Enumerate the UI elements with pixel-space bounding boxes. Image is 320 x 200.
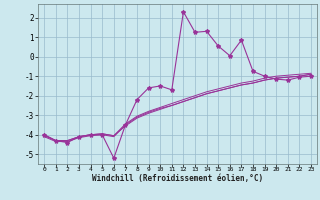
X-axis label: Windchill (Refroidissement éolien,°C): Windchill (Refroidissement éolien,°C) [92,174,263,183]
